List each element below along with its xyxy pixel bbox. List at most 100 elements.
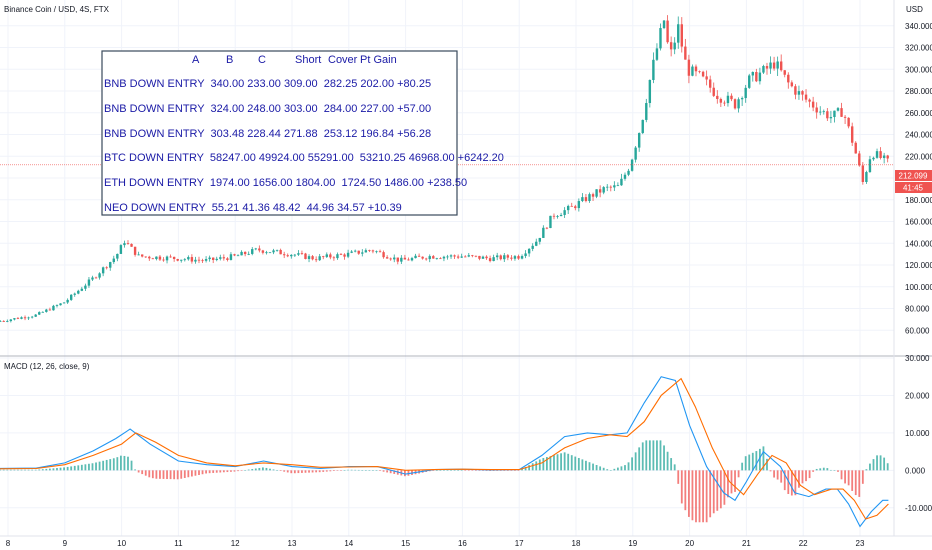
histogram-bar — [524, 466, 527, 471]
histogram-bar — [766, 458, 768, 471]
table-row: BNB DOWN ENTRY 303.48 228.44 271.88 253.… — [104, 128, 431, 140]
candle — [762, 64, 765, 75]
histogram-bar — [219, 470, 222, 473]
candle — [716, 90, 719, 104]
candle — [442, 255, 446, 262]
candle — [602, 186, 605, 195]
histogram-bar — [656, 440, 658, 471]
candle — [613, 181, 616, 192]
histogram-bar — [840, 470, 843, 480]
histogram-bar — [148, 470, 151, 478]
histogram-bar — [340, 470, 342, 471]
candle — [850, 122, 854, 146]
histogram-bar — [844, 470, 846, 484]
histogram-bar — [162, 470, 165, 479]
candle — [261, 249, 265, 255]
candle — [371, 249, 375, 254]
histogram-bar — [815, 468, 818, 471]
price-tick-label: 140.000 — [905, 239, 932, 248]
candle — [471, 254, 474, 258]
histogram-bar — [159, 470, 161, 479]
histogram-bar — [258, 467, 261, 471]
candle — [73, 292, 76, 297]
candle — [641, 119, 644, 135]
histogram-bar — [499, 470, 502, 471]
histogram-bar — [474, 470, 477, 471]
candle — [45, 308, 48, 313]
histogram-bar — [762, 446, 765, 471]
header-pt-gain: Pt Gain — [360, 54, 397, 66]
candle — [822, 109, 825, 115]
candle — [27, 316, 30, 321]
histogram-bar — [151, 470, 154, 479]
candle — [133, 246, 137, 257]
candle — [474, 255, 478, 258]
histogram-bar — [794, 470, 797, 496]
candle — [176, 258, 179, 262]
candle — [396, 257, 399, 265]
candle — [140, 254, 144, 258]
histogram-bar — [443, 470, 445, 471]
histogram-bar — [311, 470, 314, 473]
histogram-bar — [80, 464, 83, 471]
candle — [833, 110, 836, 123]
histogram-bar — [648, 440, 651, 471]
table-row: BTC DOWN ENTRY 58247.00 49924.00 55291.0… — [104, 152, 504, 164]
histogram-bar — [205, 470, 207, 474]
histogram-bar — [332, 470, 335, 471]
candle — [190, 254, 194, 264]
histogram-bar — [734, 470, 736, 492]
candle — [779, 54, 783, 72]
histogram-bar — [176, 470, 179, 480]
histogram-bar — [63, 467, 65, 471]
histogram-bar — [357, 469, 360, 471]
histogram-bar — [41, 469, 44, 471]
histogram-bar — [17, 469, 19, 471]
histogram-bar — [212, 470, 215, 473]
candle — [854, 141, 857, 154]
histogram-bar — [478, 470, 481, 471]
candle — [403, 254, 407, 260]
candle — [875, 148, 879, 159]
histogram-bar — [744, 456, 747, 471]
table-row: ETH DOWN ENTRY 1974.00 1656.00 1804.00 1… — [104, 177, 467, 189]
histogram-bar — [169, 470, 172, 480]
candle — [815, 102, 818, 119]
histogram-bar — [748, 454, 751, 471]
histogram-bar — [673, 464, 676, 471]
candle — [290, 254, 293, 259]
candle — [322, 255, 325, 260]
histogram-bar — [180, 470, 183, 479]
candle — [162, 257, 165, 262]
candle — [552, 213, 556, 220]
time-tick-label: 17 — [515, 539, 524, 548]
histogram-bar — [773, 470, 775, 478]
histogram-bar — [780, 470, 783, 483]
histogram-bar — [801, 470, 804, 484]
histogram-bar — [641, 442, 644, 471]
histogram-bar — [237, 470, 239, 472]
time-tick-label: 15 — [401, 539, 410, 548]
candle — [382, 250, 385, 259]
candle — [80, 286, 84, 292]
histogram-bar — [66, 466, 69, 471]
candle — [346, 249, 350, 259]
histogram-bar — [755, 451, 758, 471]
candle — [112, 255, 115, 264]
price-tag-bg — [895, 170, 932, 181]
candle — [208, 255, 211, 262]
macd-tick-label: 0.000 — [905, 466, 926, 475]
candle — [574, 204, 577, 211]
table-row: NEO DOWN ENTRY 55.21 41.36 48.42 44.96 3… — [104, 202, 402, 214]
histogram-bar — [467, 470, 470, 471]
histogram-bar — [563, 452, 566, 471]
candle — [609, 185, 612, 192]
candle — [677, 16, 680, 49]
candle — [542, 225, 545, 238]
macd-axis: 30.000 20.000 10.000 0.000 -10.000 — [905, 354, 932, 513]
candle — [453, 254, 456, 260]
histogram-bar — [386, 470, 389, 473]
histogram-bar — [869, 463, 871, 471]
histogram-bar — [599, 466, 602, 471]
histogram-bar — [123, 455, 126, 471]
